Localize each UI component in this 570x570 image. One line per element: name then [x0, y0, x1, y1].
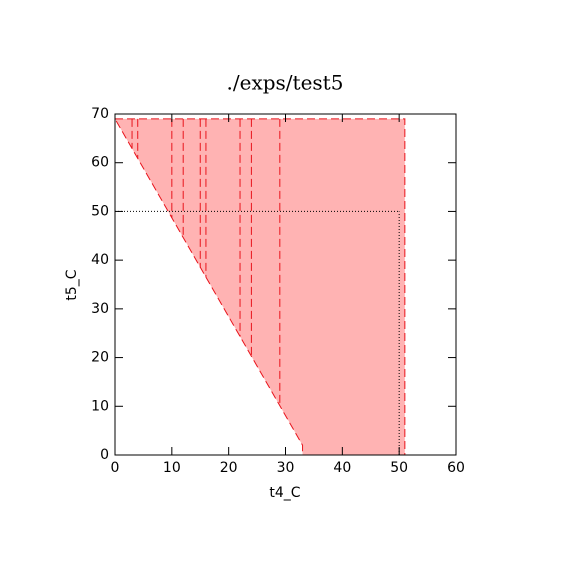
y-tick-label: 70 [91, 106, 109, 122]
y-tick-label: 0 [100, 447, 109, 463]
region [114, 118, 406, 456]
x-tick-label: 0 [111, 460, 120, 476]
x-tick-label: 60 [447, 460, 465, 476]
y-tick-label: 10 [91, 398, 109, 414]
x-tick-label: 50 [390, 460, 408, 476]
y-tick-label: 40 [91, 252, 109, 268]
x-tick-label: 20 [220, 460, 238, 476]
y-tick-label: 50 [91, 203, 109, 219]
y-tick-label: 30 [91, 301, 109, 317]
x-tick-label: 30 [277, 460, 295, 476]
y-axis-label: t5_C [64, 269, 80, 300]
x-tick-label: 10 [163, 460, 181, 476]
chart-title: ./exps/test5 [227, 71, 344, 95]
x-axis-label: t4_C [269, 485, 300, 501]
y-tick-label: 20 [91, 350, 109, 366]
y-tick-label: 60 [91, 155, 109, 171]
x-tick-label: 40 [333, 460, 351, 476]
